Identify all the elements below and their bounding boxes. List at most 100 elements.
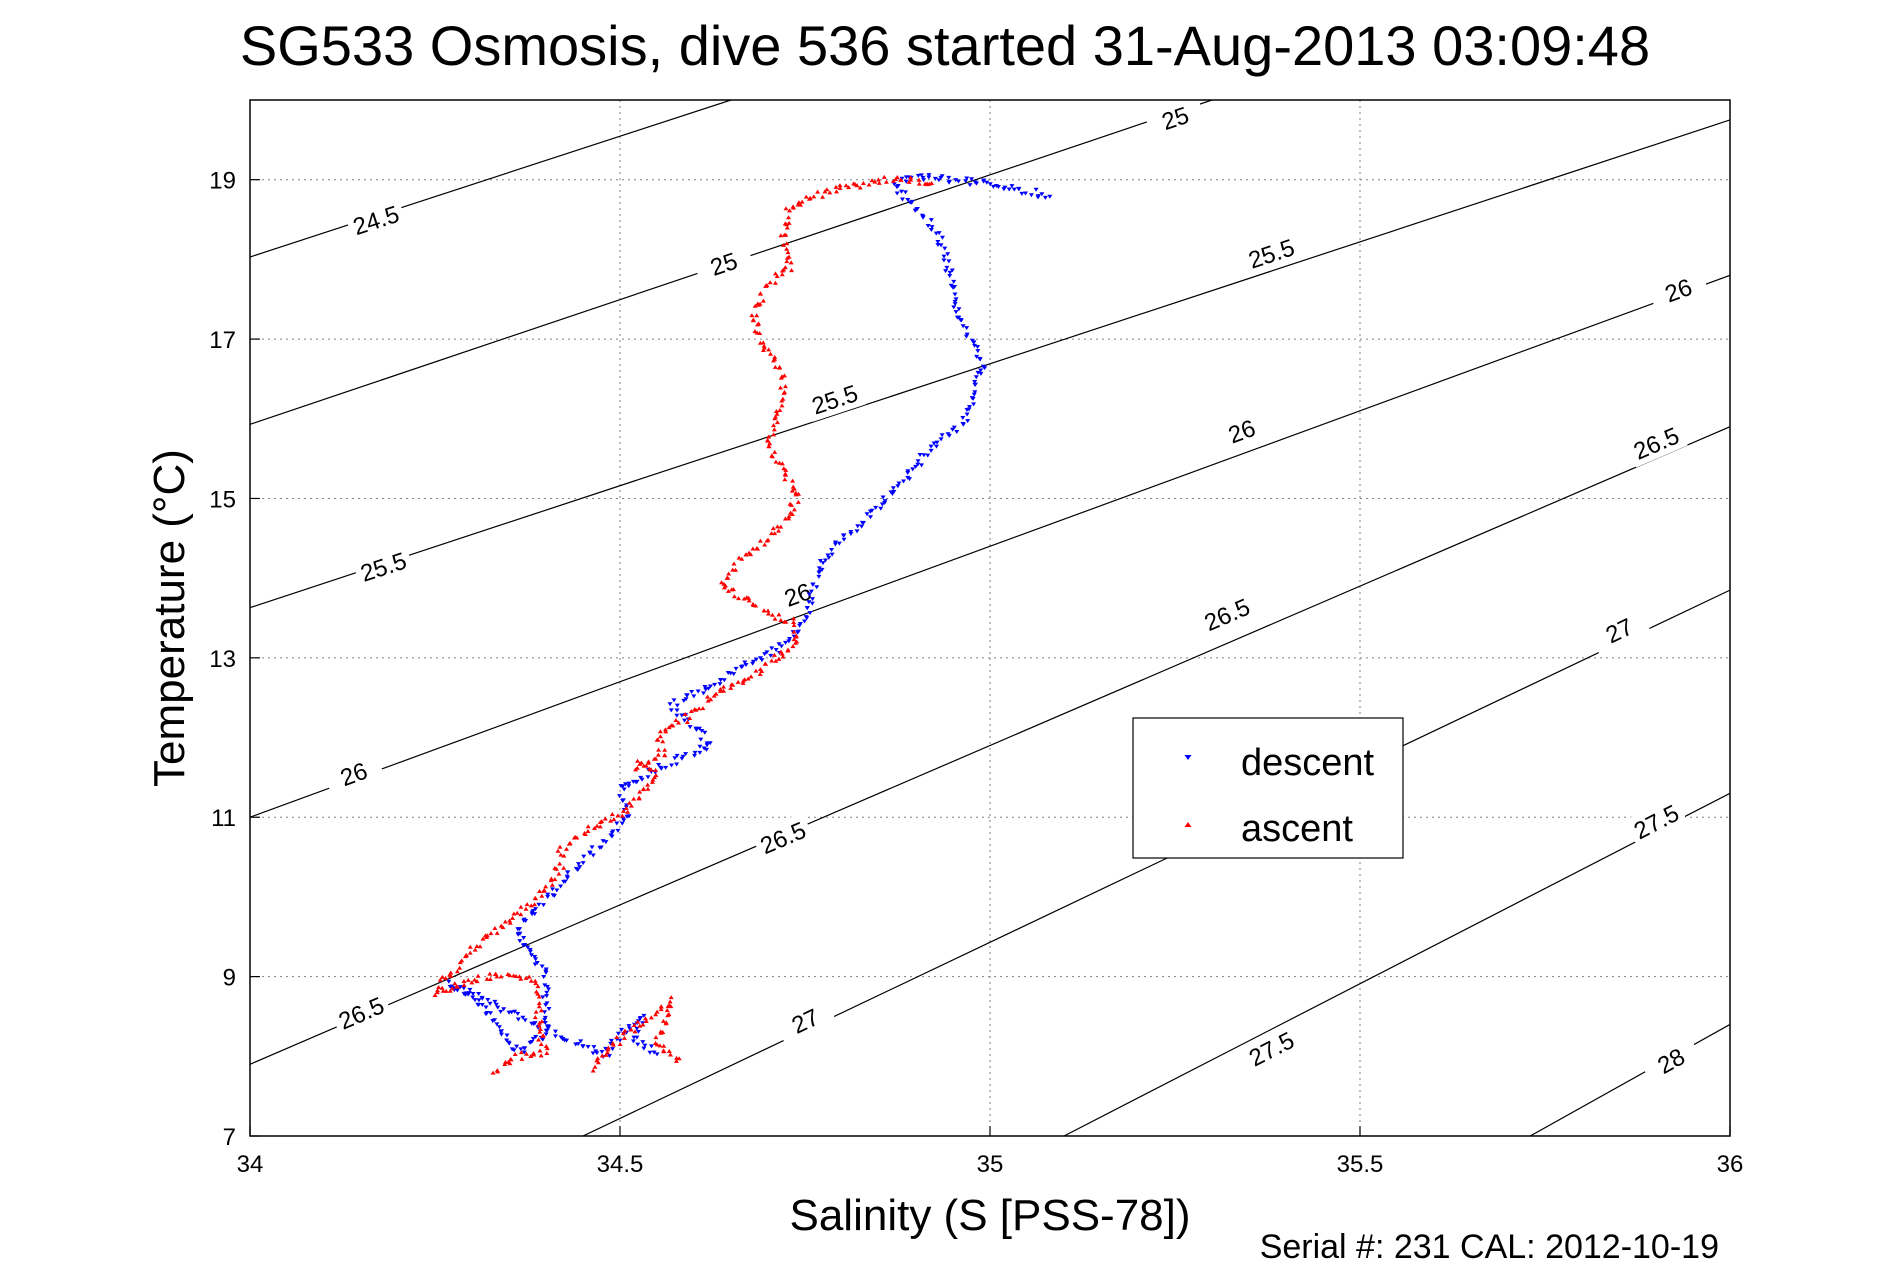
descent-point bbox=[626, 1024, 632, 1029]
descent-point bbox=[728, 671, 734, 676]
ascent-point bbox=[739, 556, 745, 561]
ascent-point bbox=[745, 676, 751, 681]
ascent-point bbox=[566, 841, 572, 846]
descent-point bbox=[946, 259, 952, 264]
descent-point bbox=[446, 979, 452, 984]
ascent-point bbox=[519, 1056, 525, 1061]
descent-point bbox=[467, 987, 473, 992]
descent-point bbox=[910, 467, 916, 472]
descent-point bbox=[626, 781, 632, 786]
ascent-point bbox=[662, 752, 668, 757]
ascent-point bbox=[459, 958, 465, 963]
ascent-point bbox=[769, 612, 775, 617]
ascent-point bbox=[653, 767, 659, 772]
descent-point bbox=[743, 663, 749, 668]
descent-point bbox=[461, 986, 467, 991]
y-tick-label: 11 bbox=[211, 805, 236, 832]
descent-point bbox=[969, 177, 975, 182]
ascent-point bbox=[776, 528, 782, 533]
descent-point bbox=[984, 180, 990, 185]
ascent-point bbox=[798, 202, 804, 207]
ascent-point bbox=[761, 608, 767, 613]
descent-point bbox=[750, 659, 756, 664]
descent-point bbox=[627, 1026, 633, 1031]
descent-point bbox=[545, 894, 551, 899]
descent-point bbox=[944, 265, 950, 270]
ascent-point bbox=[595, 1056, 601, 1061]
descent-point bbox=[495, 1005, 501, 1010]
descent-point bbox=[942, 246, 948, 251]
descent-point bbox=[687, 725, 693, 730]
descent-point bbox=[589, 845, 595, 850]
descent-point bbox=[536, 902, 542, 907]
descent-point bbox=[472, 998, 478, 1003]
ascent-point bbox=[507, 920, 513, 925]
ascent-point bbox=[518, 1050, 524, 1055]
descent-point bbox=[620, 784, 626, 789]
ascent-point bbox=[786, 514, 792, 519]
descent-point bbox=[647, 1050, 653, 1055]
descent-point bbox=[545, 892, 551, 897]
ascent-point bbox=[771, 432, 777, 437]
ascent-point bbox=[528, 978, 534, 983]
ascent-point bbox=[766, 434, 772, 439]
ascent-point bbox=[705, 694, 711, 699]
descent-point bbox=[698, 737, 704, 742]
x-tick-label: 35 bbox=[977, 1151, 1004, 1178]
ascent-point bbox=[717, 686, 723, 691]
ascent-point bbox=[713, 691, 719, 696]
descent-point bbox=[783, 640, 789, 645]
ascent-point bbox=[752, 303, 758, 308]
descent-point bbox=[964, 326, 970, 331]
ascent-point bbox=[779, 403, 785, 408]
ascent-point bbox=[807, 195, 813, 200]
descent-point bbox=[964, 412, 970, 417]
ascent-point bbox=[682, 712, 688, 717]
ascent-point bbox=[492, 972, 498, 977]
descent-point bbox=[470, 995, 476, 1000]
ascent-point bbox=[827, 190, 833, 195]
ascent-point bbox=[472, 947, 478, 952]
ascent-point bbox=[592, 1064, 598, 1069]
ascent-point bbox=[537, 1029, 543, 1034]
ascent-point bbox=[761, 343, 767, 348]
ascent-point bbox=[635, 1019, 641, 1024]
descent-point bbox=[769, 646, 775, 651]
descent-point bbox=[938, 437, 944, 442]
descent-point bbox=[504, 1033, 510, 1038]
descent-point bbox=[622, 782, 628, 787]
descent-point bbox=[920, 215, 926, 220]
descent-point bbox=[946, 433, 952, 438]
descent-point bbox=[795, 630, 801, 635]
descent-point bbox=[707, 741, 713, 746]
ascent-point bbox=[837, 185, 843, 190]
ascent-point bbox=[590, 1068, 596, 1073]
descent-point bbox=[704, 743, 710, 748]
ascent-point bbox=[824, 187, 830, 192]
descent-point bbox=[712, 682, 718, 687]
ascent-point bbox=[676, 720, 682, 725]
ascent-point bbox=[657, 729, 663, 734]
descent-point bbox=[987, 182, 993, 187]
ascent-point bbox=[662, 727, 668, 732]
ascent-point bbox=[782, 384, 788, 389]
descent-point bbox=[696, 726, 702, 731]
descent-point bbox=[620, 798, 626, 803]
descent-point bbox=[692, 753, 698, 758]
ascent-point bbox=[790, 644, 796, 649]
ascent-point bbox=[784, 225, 790, 230]
descent-point bbox=[580, 861, 586, 866]
ascent-point bbox=[763, 661, 769, 666]
ascent-point bbox=[768, 351, 774, 356]
descent-point bbox=[543, 1032, 549, 1037]
descent-point bbox=[549, 887, 555, 892]
ascent-point bbox=[688, 709, 694, 714]
contour-label-background bbox=[1639, 1033, 1703, 1088]
ascent-point bbox=[783, 206, 789, 211]
ascent-point bbox=[757, 538, 763, 543]
descent-point bbox=[971, 402, 977, 407]
descent-point bbox=[1015, 186, 1021, 191]
contour-label-background bbox=[766, 570, 830, 618]
ascent-point bbox=[461, 982, 467, 987]
ascent-point bbox=[615, 813, 621, 818]
